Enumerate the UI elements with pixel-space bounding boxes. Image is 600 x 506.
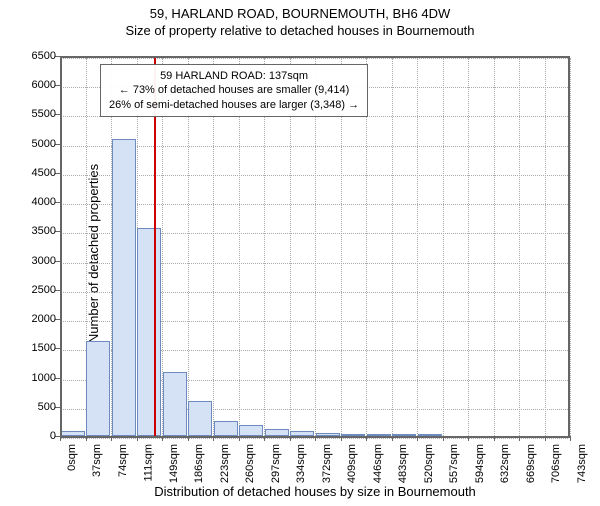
xtick-mark — [111, 436, 112, 441]
histogram-bar — [137, 228, 161, 436]
ytick-label: 1000 — [32, 372, 56, 384]
gridline-v — [392, 58, 393, 436]
ytick-label: 0 — [50, 430, 56, 442]
xtick-mark — [315, 436, 316, 441]
ytick-label: 3000 — [32, 255, 56, 267]
xtick-label: 409sqm — [347, 444, 359, 483]
ytick-label: 5500 — [32, 108, 56, 120]
histogram-bar — [188, 401, 212, 436]
xtick-label: 334sqm — [296, 444, 308, 483]
xtick-label: 743sqm — [576, 444, 588, 483]
chart-plot-area: 59 HARLAND ROAD: 137sqm ← 73% of detache… — [60, 56, 570, 436]
xtick-mark — [519, 436, 520, 441]
xtick-label: 149sqm — [168, 444, 180, 483]
xtick-mark — [494, 436, 495, 441]
xtick-label: 520sqm — [423, 444, 435, 483]
xtick-label: 446sqm — [372, 444, 384, 483]
xtick-mark — [239, 436, 240, 441]
chart-title-main: 59, HARLAND ROAD, BOURNEMOUTH, BH6 4DW — [0, 6, 600, 21]
ytick-label: 3500 — [32, 225, 56, 237]
y-axis-line — [60, 56, 62, 436]
xtick-label: 37sqm — [92, 444, 104, 477]
gridline-v — [545, 58, 546, 436]
xtick-label: 74sqm — [117, 444, 129, 477]
xtick-mark — [264, 436, 265, 441]
xtick-mark — [137, 436, 138, 441]
xtick-label: 223sqm — [219, 444, 231, 483]
xtick-mark — [468, 436, 469, 441]
gridline-v — [494, 58, 495, 436]
histogram-bar — [239, 425, 263, 436]
xtick-label: 483sqm — [398, 444, 410, 483]
gridline-v — [468, 58, 469, 436]
ytick-label: 2000 — [32, 313, 56, 325]
histogram-bar — [86, 341, 110, 436]
ytick-label: 5000 — [32, 138, 56, 150]
chart-container: 59, HARLAND ROAD, BOURNEMOUTH, BH6 4DW S… — [0, 6, 600, 506]
xtick-label: 594sqm — [474, 444, 486, 483]
xtick-label: 669sqm — [525, 444, 537, 483]
xtick-label: 297sqm — [270, 444, 282, 483]
xtick-mark — [86, 436, 87, 441]
xtick-label: 557sqm — [449, 444, 461, 483]
ytick-label: 6500 — [32, 50, 56, 62]
histogram-bar — [163, 372, 187, 436]
chart-title-sub: Size of property relative to detached ho… — [0, 23, 600, 38]
xtick-label: 0sqm — [66, 444, 78, 471]
xtick-mark — [366, 436, 367, 441]
xtick-label: 372sqm — [321, 444, 333, 483]
ytick-label: 500 — [38, 401, 56, 413]
xtick-mark — [570, 436, 571, 441]
ytick-label: 2500 — [32, 284, 56, 296]
xtick-mark — [188, 436, 189, 441]
ytick-label: 4500 — [32, 167, 56, 179]
xtick-mark — [290, 436, 291, 441]
xtick-mark — [417, 436, 418, 441]
x-axis-label: Distribution of detached houses by size … — [60, 484, 570, 499]
info-line-1: 59 HARLAND ROAD: 137sqm — [109, 69, 359, 83]
info-line-3: 26% of semi-detached houses are larger (… — [109, 98, 359, 112]
xtick-label: 706sqm — [551, 444, 563, 483]
gridline-v — [519, 58, 520, 436]
histogram-bar — [214, 421, 238, 436]
xtick-mark — [60, 436, 61, 441]
ytick-label: 6000 — [32, 79, 56, 91]
xtick-mark — [545, 436, 546, 441]
histogram-bar — [112, 139, 136, 436]
xtick-mark — [162, 436, 163, 441]
gridline-v — [417, 58, 418, 436]
xtick-label: 111sqm — [143, 444, 155, 482]
xtick-mark — [392, 436, 393, 441]
gridline-v — [570, 58, 571, 436]
xtick-mark — [213, 436, 214, 441]
ytick-label: 1500 — [32, 342, 56, 354]
xtick-mark — [443, 436, 444, 441]
info-box: 59 HARLAND ROAD: 137sqm ← 73% of detache… — [100, 64, 368, 117]
info-line-2: ← 73% of detached houses are smaller (9,… — [109, 83, 359, 97]
xtick-label: 260sqm — [245, 444, 257, 483]
xtick-mark — [341, 436, 342, 441]
gridline-v — [443, 58, 444, 436]
xtick-label: 186sqm — [194, 444, 206, 483]
histogram-bar — [265, 429, 289, 436]
ytick-label: 4000 — [32, 196, 56, 208]
xtick-label: 632sqm — [500, 444, 512, 483]
